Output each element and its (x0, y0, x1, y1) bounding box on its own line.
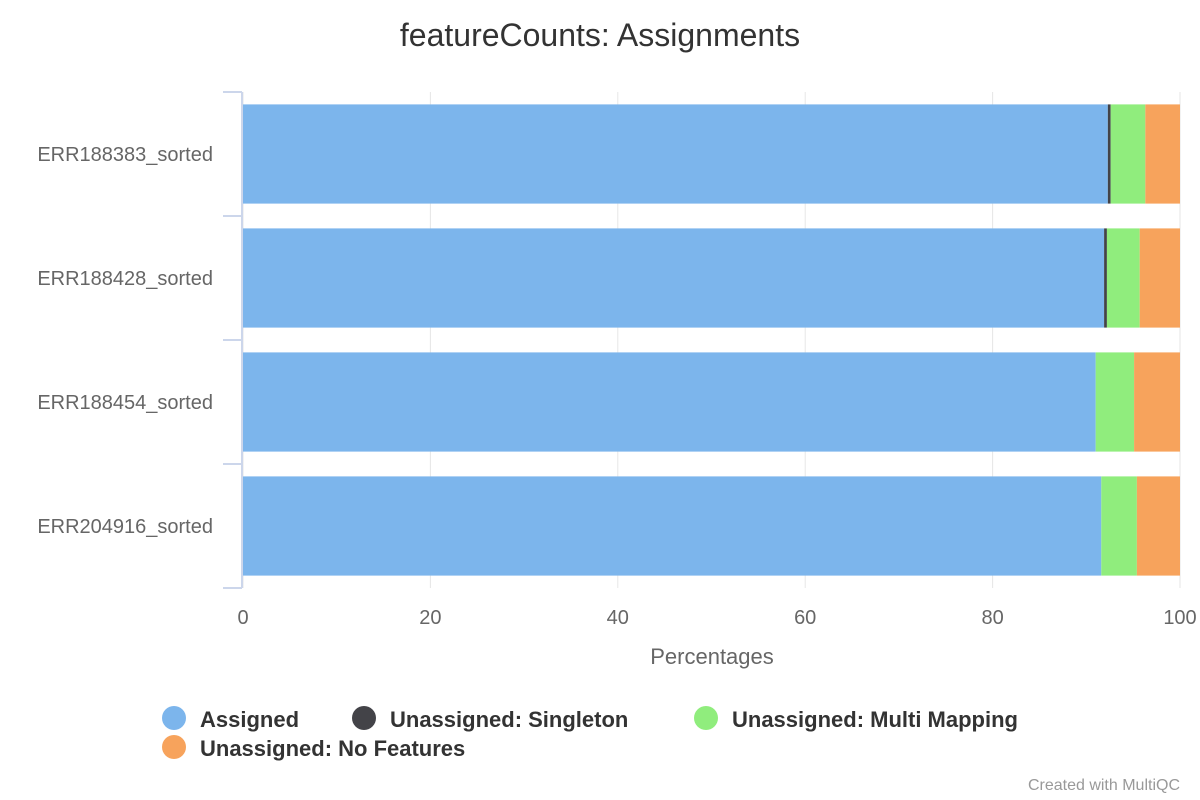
bar-segment[interactable] (1134, 352, 1180, 452)
legend-marker (162, 706, 186, 730)
legend-label: Assigned (200, 707, 299, 732)
legend-marker (162, 735, 186, 759)
bar-segment[interactable] (243, 228, 1105, 328)
legend-label: Unassigned: Singleton (390, 707, 628, 732)
credits[interactable]: Created with MultiQC (1028, 777, 1180, 794)
legend-item[interactable]: Unassigned: Singleton (352, 706, 628, 732)
bar-segment[interactable] (243, 476, 1102, 576)
chart-title: featureCounts: Assignments (400, 17, 800, 53)
bar-segment[interactable] (1101, 476, 1137, 576)
bar-segment[interactable] (1106, 228, 1140, 328)
category-labels: ERR188383_sorted ERR188428_sorted ERR18845… (37, 144, 213, 538)
bar-segment[interactable] (1095, 352, 1135, 452)
bar-segment[interactable] (1136, 476, 1180, 576)
x-tick-label: 20 (419, 607, 441, 629)
bar-segment[interactable] (1110, 104, 1146, 204)
bar-segment[interactable] (1145, 104, 1180, 204)
bars (243, 104, 1180, 576)
x-axis-title: Percentages (650, 644, 774, 669)
bar-segment[interactable] (243, 104, 1108, 204)
bar-segment[interactable] (1107, 104, 1111, 204)
x-tick-label: 60 (794, 607, 816, 629)
x-tick-label: 0 (237, 607, 248, 629)
bar-segment[interactable] (1104, 228, 1107, 328)
x-tick-label: 80 (981, 607, 1003, 629)
legend-marker (352, 706, 376, 730)
x-tick-labels: 0 20 40 60 80 100 (237, 607, 1196, 629)
legend-label: Unassigned: No Features (200, 736, 465, 761)
legend-label: Unassigned: Multi Mapping (732, 707, 1018, 732)
x-tick-label: 100 (1163, 607, 1196, 629)
x-tick-label: 40 (607, 607, 629, 629)
axes (223, 91, 243, 589)
bar-segment[interactable] (243, 352, 1096, 452)
category-label: ERR188454_sorted (37, 392, 213, 414)
bar-segment[interactable] (1139, 228, 1180, 328)
legend-item[interactable]: Unassigned: No Features (162, 735, 465, 761)
category-label: ERR204916_sorted (37, 516, 213, 538)
legend-item[interactable]: Unassigned: Multi Mapping (694, 706, 1018, 732)
legend-item[interactable]: Assigned (162, 706, 299, 732)
category-label: ERR188383_sorted (37, 144, 213, 166)
legend-marker (694, 706, 718, 730)
category-label: ERR188428_sorted (37, 268, 213, 290)
legend[interactable]: Assigned Unassigned: Singleton Unassigned:… (162, 706, 1018, 761)
